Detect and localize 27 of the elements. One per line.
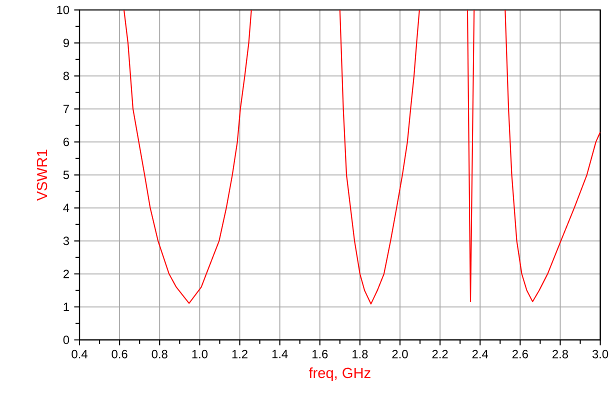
x-tick-label: 1.8 <box>352 350 368 358</box>
x-tick-label: 0.6 <box>112 350 128 358</box>
x-tick-label: 2.8 <box>552 350 568 358</box>
x-tick-label: 3.0 <box>592 350 608 358</box>
x-tick-label: 1.4 <box>272 350 288 358</box>
x-tick-label: 0.8 <box>152 350 168 358</box>
y-tick-label: 2 <box>64 270 69 278</box>
x-tick-label: 2.0 <box>392 350 408 358</box>
x-tick-label: 0.4 <box>72 350 88 358</box>
y-axis-title: VSWR1 <box>36 149 48 201</box>
x-tick-label: 1.6 <box>312 350 328 358</box>
x-tick-label: 2.6 <box>512 350 528 358</box>
y-tick-label: 10 <box>57 5 70 14</box>
y-tick-label: 8 <box>63 71 70 80</box>
x-axis-title: freq, GHz <box>308 367 370 381</box>
y-tick-label: 7 <box>64 104 69 113</box>
x-tick-label: 1.2 <box>232 350 248 358</box>
x-tick-label: 2.4 <box>472 350 488 358</box>
x-tick-label: 2.2 <box>432 350 448 358</box>
x-tick-label: 1.0 <box>192 350 208 358</box>
y-tick-label: 9 <box>63 38 69 47</box>
y-tick-label: 0 <box>63 335 70 344</box>
y-tick-label: 5 <box>63 170 70 179</box>
y-tick-label: 3 <box>63 236 70 245</box>
y-tick-label: 1 <box>64 302 69 311</box>
y-tick-label: 6 <box>64 137 70 146</box>
y-tick-label: 4 <box>63 204 70 212</box>
